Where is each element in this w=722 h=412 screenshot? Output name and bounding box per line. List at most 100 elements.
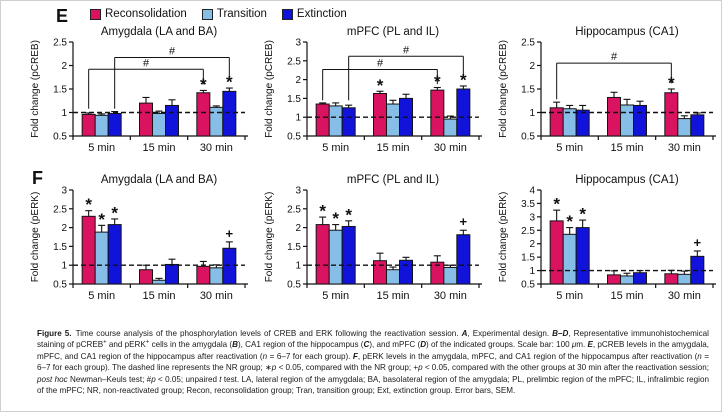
x-category-label: 15 min — [610, 142, 643, 154]
caption-segment: D — [420, 340, 427, 350]
figure-caption: Figure 5. Time course analysis of the ph… — [37, 328, 709, 396]
y-tick-label: 2 — [61, 61, 67, 72]
bar-reconsolidation-15min — [607, 274, 621, 285]
y-tick-label: 1.5 — [521, 253, 535, 264]
y-tick-label: 1.5 — [53, 85, 67, 96]
y-tick-label: 2 — [295, 75, 301, 86]
sig-plus: + — [460, 214, 468, 229]
chart-title: mPFC (PL and IL) — [347, 26, 439, 38]
bar-transition-15min — [620, 104, 634, 137]
caption-segment: n — [262, 351, 268, 361]
x-category-label: 15 min — [610, 290, 643, 302]
bar-transition-5min — [328, 229, 343, 285]
bar-transition-5min — [94, 231, 109, 285]
y-tick-label: 2 — [529, 239, 535, 250]
caption-segment: test. LA, lateral region of the amygdala… — [37, 374, 709, 396]
sig-hash: # — [169, 46, 176, 58]
x-category-label: 30 min — [434, 142, 467, 154]
caption-segment: + — [145, 339, 150, 346]
legend-swatch-icon — [281, 8, 293, 20]
legend-swatch-icon — [201, 8, 213, 20]
y-tick-label: 2 — [529, 61, 535, 72]
bar-transition-30min — [209, 106, 224, 137]
caption-segment: , pCREB levels in the amygdala, mPFC, an… — [37, 340, 709, 361]
bar-reconsolidation-5min — [81, 215, 96, 285]
caption-segment: Time course analysis of the phosphorylat… — [71, 329, 462, 338]
chart-title: Amygdala (LA and BA) — [101, 26, 218, 38]
bar-extinction-5min — [575, 227, 590, 285]
chart-f-hippocampus: Hippocampus (CA1) Fold change (pERK) 0.5 1 1… — [498, 174, 716, 302]
x-category-label: 30 min — [668, 142, 701, 154]
sig-star: * — [579, 205, 586, 224]
x-category-label: 5 min — [322, 142, 349, 154]
sig-hash: # — [377, 57, 384, 69]
bar-transition-5min — [94, 114, 109, 137]
bar-reconsolidation-30min — [196, 265, 211, 285]
bar-reconsolidation-5min — [315, 224, 330, 285]
y-tick-label: 3 — [529, 212, 535, 223]
y-axis-label: Fold change (pCREB) — [264, 40, 275, 138]
chart-title: Hippocampus (CA1) — [575, 174, 679, 186]
sig-star: * — [553, 195, 560, 214]
sig-plus: + — [694, 235, 702, 250]
caption-segment: , pERK levels in the amygdala, mPFC, and… — [357, 351, 698, 361]
sig-star: * — [460, 70, 467, 89]
y-tick-label: 2 — [295, 223, 301, 234]
bar-reconsolidation-15min — [139, 102, 153, 137]
y-tick-label: 3.5 — [521, 199, 535, 210]
caption-segment: < 0.05, compared with the NR group; + — [276, 363, 419, 373]
caption-segment: F — [352, 351, 358, 361]
y-tick-label: 0.5 — [53, 280, 67, 291]
y-tick-label: 1 — [61, 261, 67, 272]
sig-star: * — [226, 73, 233, 92]
caption-segment: post hoc — [37, 374, 68, 384]
legend-swatch-icon — [90, 8, 101, 20]
caption-segment: , Representative immunohistochemical sta… — [37, 329, 709, 350]
caption-segment: and pERK — [106, 340, 146, 350]
bar-reconsolidation-15min — [373, 260, 387, 285]
x-category-label: 15 min — [142, 290, 175, 302]
y-tick-label: 1.5 — [287, 94, 301, 105]
caption-segment: ), and mPFC ( — [369, 340, 421, 350]
caption-segment: C — [363, 340, 370, 350]
sig-star: * — [111, 203, 118, 222]
y-tick-label: 1 — [295, 113, 301, 124]
caption-segment: < 0.05; unpaired — [155, 374, 220, 384]
sig-star: * — [566, 212, 573, 231]
y-axis-label: Fold change (pERK) — [498, 192, 509, 283]
y-tick-label: 1.5 — [521, 85, 535, 96]
caption-segment: < 0.05, compared with the other groups a… — [422, 363, 709, 373]
bar-transition-15min — [152, 279, 166, 285]
x-category-label: 5 min — [88, 142, 115, 154]
bar-reconsolidation-15min — [373, 93, 387, 137]
y-tick-label: 0.5 — [521, 132, 535, 143]
chart-e-hippocampus: Hippocampus (CA1) Fold change (pCREB) 0.5 1… — [498, 26, 716, 154]
x-category-label: 5 min — [322, 290, 349, 302]
caption-segment: B–D — [552, 329, 569, 338]
caption-segment: E — [587, 340, 593, 350]
y-tick-label: 2.5 — [53, 204, 67, 215]
caption-segment: , Experimental design. — [467, 329, 553, 338]
y-tick-label: 0.5 — [521, 280, 535, 291]
bar-transition-15min — [386, 103, 400, 137]
caption-segment: cells in the amygdala ( — [149, 340, 233, 350]
bar-transition-30min — [677, 273, 692, 285]
sig-star: * — [345, 205, 352, 224]
sig-plus: + — [226, 226, 234, 241]
bar-reconsolidation-30min — [196, 92, 211, 137]
bar-reconsolidation-5min — [549, 220, 564, 285]
bar-extinction-30min — [222, 90, 237, 137]
chart-e-mpfc: mPFC (PL and IL) Fold change (pCREB) 0.5 1 1… — [264, 26, 482, 154]
bar-transition-5min — [562, 233, 577, 285]
y-tick-label: 1 — [61, 108, 67, 119]
bar-extinction-5min — [341, 225, 356, 285]
bar-transition-30min — [209, 267, 224, 285]
caption-segment: m. — [576, 340, 588, 350]
bar-extinction-30min — [456, 234, 471, 285]
bar-extinction-15min — [165, 104, 179, 137]
chart-title: mPFC (PL and IL) — [347, 174, 439, 186]
bar-transition-30min — [443, 118, 458, 137]
caption-segment: + — [103, 339, 107, 346]
x-category-label: 30 min — [200, 290, 233, 302]
